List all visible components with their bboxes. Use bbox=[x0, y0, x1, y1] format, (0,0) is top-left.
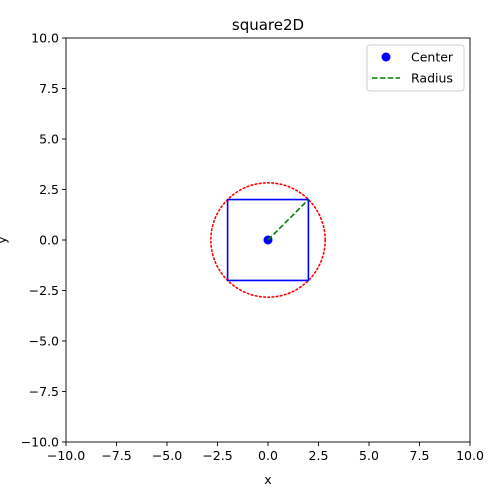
y-tick-label: 10.0 bbox=[31, 31, 59, 46]
x-tick-label: −5.0 bbox=[152, 448, 182, 463]
y-tick-label: 2.5 bbox=[39, 182, 59, 197]
y-tick-label: −7.5 bbox=[29, 384, 59, 399]
y-tick-label: −2.5 bbox=[29, 283, 59, 298]
x-tick-label: 0.0 bbox=[258, 448, 278, 463]
x-axis-label: x bbox=[264, 472, 271, 487]
chart-title: square2D bbox=[232, 16, 304, 34]
legend-box bbox=[366, 44, 465, 92]
legend-center-marker bbox=[381, 52, 391, 62]
y-axis-label: y bbox=[0, 236, 9, 244]
axes: −10.0 −7.5 −5.0 −2.5 0.0 2.5 5.0 7.5 10.0 −10.0 −7… bbox=[21, 31, 484, 464]
x-tick-label: 5.0 bbox=[359, 448, 379, 463]
y-tick-label: 7.5 bbox=[39, 81, 59, 96]
y-tick-label: −5.0 bbox=[29, 334, 59, 349]
x-tick-label: −10.0 bbox=[47, 448, 85, 463]
x-tick-label: −7.5 bbox=[101, 448, 131, 463]
y-tick-label: −10.0 bbox=[21, 435, 59, 450]
bounding-circle bbox=[210, 182, 326, 298]
legend-center-label: Center bbox=[411, 50, 454, 65]
legend: Center Radius bbox=[366, 44, 465, 92]
series-radius-line bbox=[267, 199, 309, 241]
plot-area bbox=[210, 182, 326, 298]
y-tick-label: 0.0 bbox=[39, 233, 59, 248]
x-tick-label: 2.5 bbox=[309, 448, 329, 463]
x-tick-label: 10.0 bbox=[456, 448, 484, 463]
x-tick-label: 7.5 bbox=[410, 448, 430, 463]
legend-radius-label: Radius bbox=[411, 71, 453, 86]
x-tick-label: −2.5 bbox=[202, 448, 232, 463]
y-tick-label: 5.0 bbox=[39, 132, 59, 147]
